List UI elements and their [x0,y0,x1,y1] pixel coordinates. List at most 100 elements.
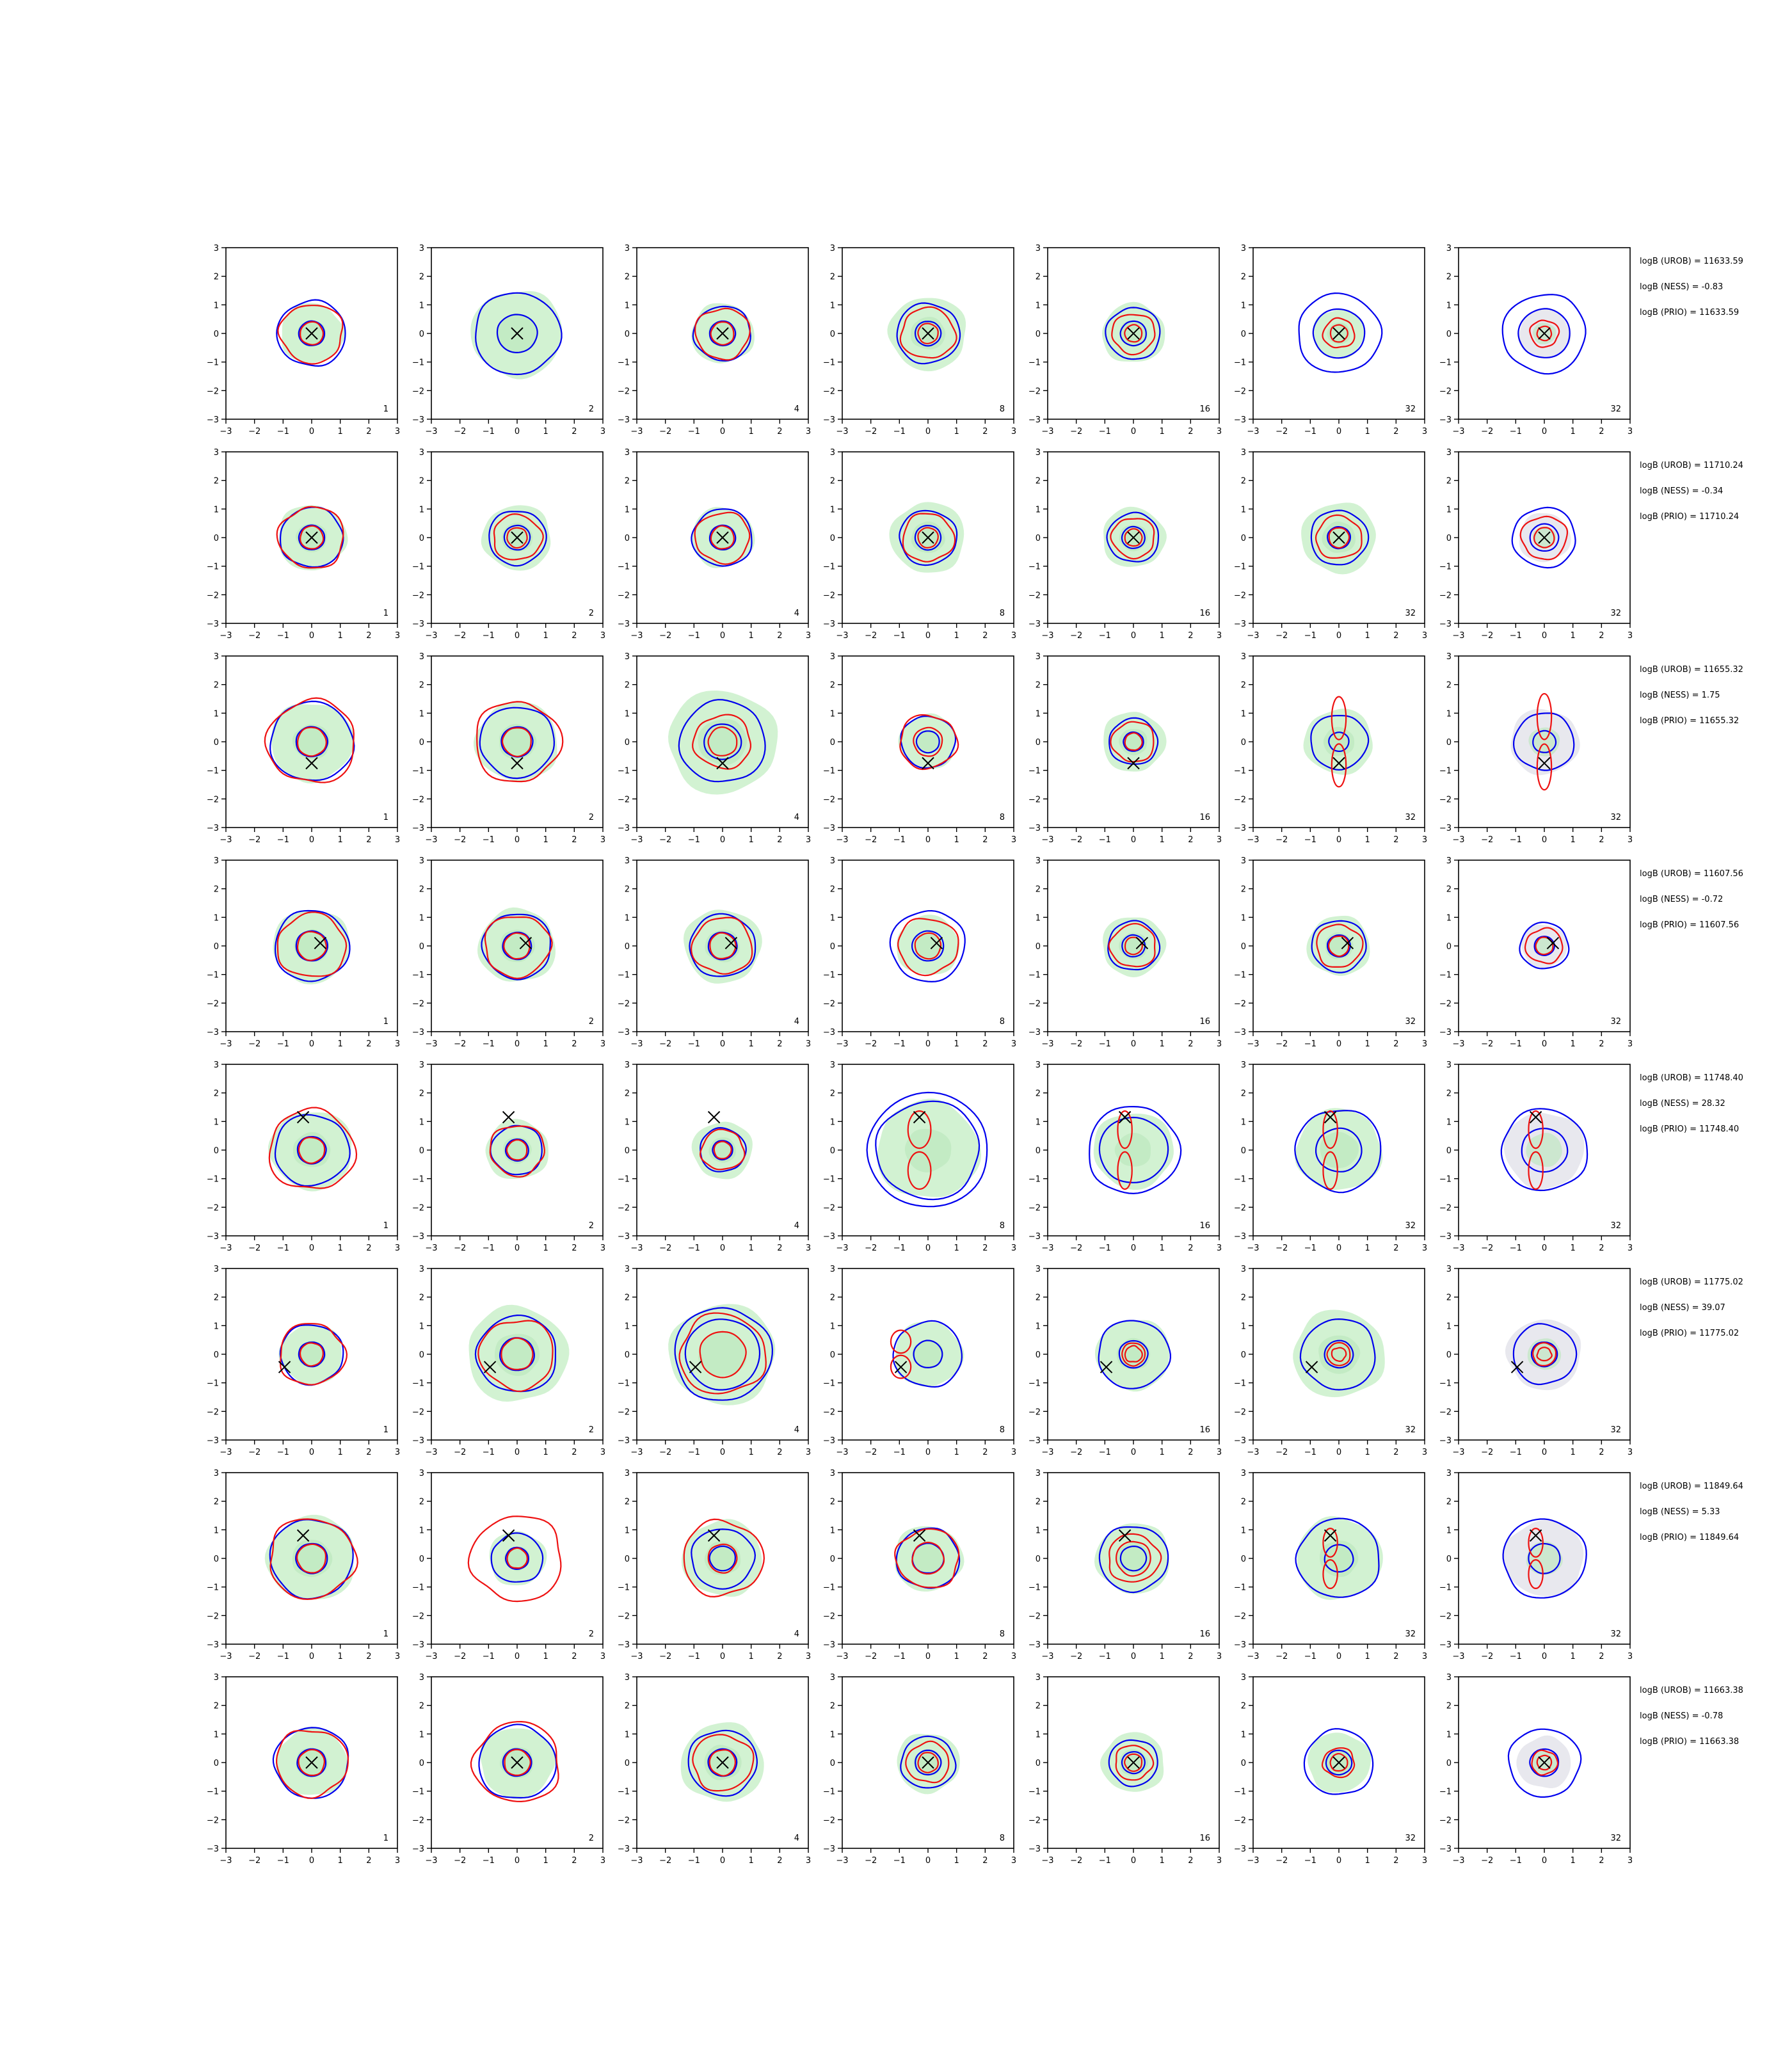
blue-contour [1118,1340,1149,1369]
x-tick-label: −2 [865,1652,877,1661]
x-tick-label: −3 [1452,427,1464,436]
logB-annotation: logB (UROB) = 11663.38 [1640,1686,1743,1695]
y-tick-label: 3 [214,652,219,662]
x-tick-label: 0 [1542,631,1547,641]
x-tick-label: −3 [425,1652,437,1661]
y-tick-label: −3 [412,1028,424,1037]
true-value-marker [1341,936,1354,950]
true-value-marker [1529,1110,1542,1124]
x-tick-label: 0 [1542,1856,1547,1866]
x-tick-label: −3 [836,1448,848,1457]
blue-contour [915,321,942,347]
panel-count-label: 16 [1199,813,1210,822]
y-tick-label: −2 [412,387,424,396]
x-tick-label: 0 [515,1039,520,1049]
panel-r4-c4: −3−3 −2 −2 −1 −1 0 0 1 1 2 2 3 3 8 [823,856,1016,1049]
x-tick-label: −2 [865,1039,877,1049]
x-tick-label: 2 [982,835,988,845]
y-tick-label: 0 [625,738,630,748]
x-tick-label: −1 [1304,1448,1316,1457]
y-tick-label: −3 [823,415,835,425]
x-tick-label: −3 [220,427,232,436]
y-tick-label: 2 [625,477,630,486]
y-tick-label: 0 [1036,1350,1041,1360]
x-tick-label: 0 [925,1652,931,1661]
x-tick-label: 2 [1393,1652,1398,1661]
y-tick-label: 1 [419,1730,424,1740]
y-tick-label: −2 [412,999,424,1009]
x-tick-label: 3 [806,1039,811,1049]
blue-contour [692,305,751,362]
panel-count-label: 16 [1199,404,1210,414]
y-tick-label: −3 [1234,1028,1246,1037]
y-tick-label: −2 [823,591,835,600]
x-tick-label: 1 [1160,1039,1165,1049]
x-tick-label: 0 [1131,631,1136,641]
x-tick-label: 3 [806,427,811,436]
x-tick-label: 1 [749,1039,754,1049]
x-tick-label: 2 [1599,1244,1604,1253]
true-value-marker [1332,1756,1345,1769]
x-tick-label: 1 [954,427,959,436]
density-core [698,1331,747,1377]
x-tick-label: −1 [893,1244,906,1253]
x-tick-label: −2 [248,1652,260,1661]
y-tick-label: 1 [214,1117,219,1127]
y-tick-label: 3 [1036,1469,1041,1478]
y-tick-label: −2 [1234,1203,1246,1213]
blue-contour [503,524,531,551]
y-tick-label: 3 [214,1265,219,1274]
x-tick-label: 3 [1422,1244,1427,1253]
x-tick-label: 0 [1336,1856,1341,1866]
y-tick-label: 3 [1036,652,1041,662]
blue-contour [1528,1542,1561,1574]
y-tick-label: 2 [1446,1702,1452,1711]
y-tick-label: 1 [1446,505,1452,515]
x-tick-label: 1 [543,427,548,436]
x-tick-label: 3 [1011,1448,1016,1457]
x-tick-label: −2 [865,631,877,641]
y-tick-label: 1 [214,505,219,515]
y-tick-label: 2 [830,885,835,895]
x-tick-label: 0 [515,631,520,641]
x-tick-label: −1 [688,631,700,641]
red-contour [296,726,327,757]
y-tick-label: 3 [830,1265,835,1274]
blue-contour [475,292,563,376]
x-tick-label: 3 [600,1652,605,1661]
x-tick-label: −1 [1510,835,1522,845]
x-tick-label: 1 [338,1039,343,1049]
y-tick-label: 1 [1446,301,1452,310]
blue-contour [1511,506,1576,569]
logB-annotation: logB (UROB) = 11748.40 [1640,1073,1743,1083]
y-tick-label: −3 [412,1232,424,1242]
x-tick-label: −1 [893,631,906,641]
x-tick-label: 2 [366,1039,371,1049]
x-tick-label: 2 [572,1652,577,1661]
blue-contour [481,913,551,980]
red-contour [269,1518,358,1601]
blue-contour [678,699,766,783]
x-tick-label: 0 [1336,631,1341,641]
logB-annotation: logB (PRIO) = 11655.32 [1640,716,1739,726]
y-tick-label: −3 [823,620,835,629]
y-tick-label: 2 [625,681,630,691]
x-tick-label: −2 [659,427,671,436]
x-tick-label: −1 [277,1244,289,1253]
panel-count-label: 8 [1000,609,1005,618]
y-tick-label: 0 [625,1146,630,1156]
x-tick-label: 2 [1393,631,1398,641]
y-tick-label: −3 [1028,1844,1041,1854]
x-tick-label: −1 [483,427,495,436]
y-tick-label: 2 [830,681,835,691]
y-tick-label: −2 [1028,999,1041,1009]
y-tick-label: −2 [618,1203,630,1213]
red-contour [501,727,532,758]
x-tick-label: −1 [688,1856,700,1866]
blue-contour [1119,320,1147,347]
y-tick-label: 2 [1446,1498,1452,1507]
panel-r3-c3: −3−3 −2 −2 −1 −1 0 0 1 1 2 2 3 3 4 [618,652,811,845]
y-tick-label: −2 [1439,1816,1452,1825]
red-contour [1528,1151,1544,1190]
x-tick-label: 3 [1011,1652,1016,1661]
